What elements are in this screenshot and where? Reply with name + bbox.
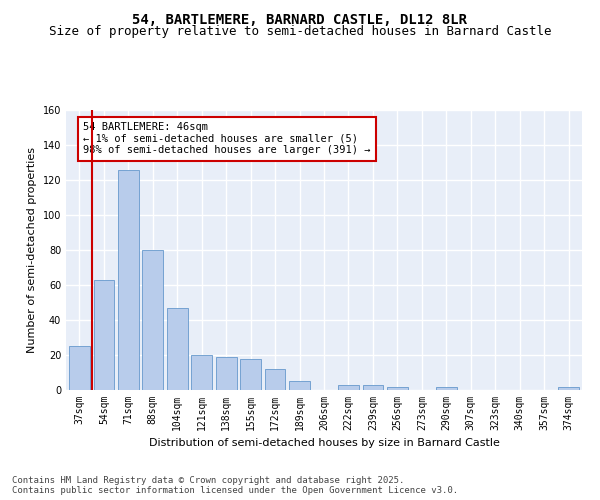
X-axis label: Distribution of semi-detached houses by size in Barnard Castle: Distribution of semi-detached houses by …	[149, 438, 499, 448]
Bar	[94, 280, 114, 390]
Bar	[387, 386, 408, 390]
Text: 54, BARTLEMERE, BARNARD CASTLE, DL12 8LR: 54, BARTLEMERE, BARNARD CASTLE, DL12 8LR	[133, 12, 467, 26]
Y-axis label: Number of semi-detached properties: Number of semi-detached properties	[27, 147, 37, 353]
Bar	[216, 357, 236, 390]
Bar	[142, 250, 163, 390]
Bar	[69, 346, 90, 390]
Bar	[265, 369, 286, 390]
Text: Contains HM Land Registry data © Crown copyright and database right 2025.
Contai: Contains HM Land Registry data © Crown c…	[12, 476, 458, 495]
Bar	[558, 386, 579, 390]
Text: Size of property relative to semi-detached houses in Barnard Castle: Size of property relative to semi-detach…	[49, 25, 551, 38]
Bar	[436, 386, 457, 390]
Bar	[362, 385, 383, 390]
Text: 54 BARTLEMERE: 46sqm
← 1% of semi-detached houses are smaller (5)
98% of semi-de: 54 BARTLEMERE: 46sqm ← 1% of semi-detach…	[83, 122, 371, 156]
Bar	[240, 358, 261, 390]
Bar	[167, 308, 188, 390]
Bar	[289, 381, 310, 390]
Bar	[118, 170, 139, 390]
Bar	[338, 385, 359, 390]
Bar	[191, 355, 212, 390]
